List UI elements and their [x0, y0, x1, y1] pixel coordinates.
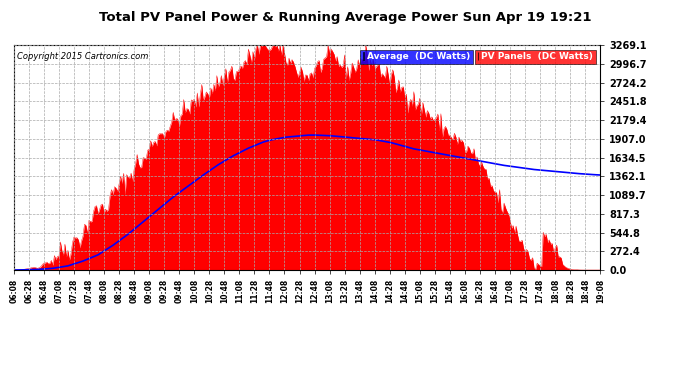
Legend: PV Panels  (DC Watts): PV Panels (DC Watts) [475, 50, 595, 64]
Text: Total PV Panel Power & Running Average Power Sun Apr 19 19:21: Total PV Panel Power & Running Average P… [99, 11, 591, 24]
Text: Copyright 2015 Cartronics.com: Copyright 2015 Cartronics.com [17, 52, 148, 61]
